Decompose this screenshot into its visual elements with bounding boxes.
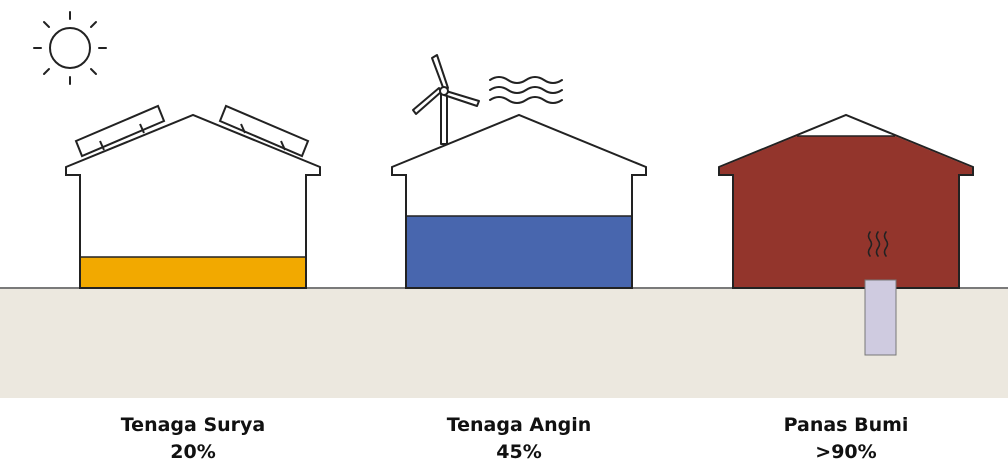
- value-geo: >90%: [815, 441, 877, 463]
- wind-turbine-icon: [412, 54, 480, 145]
- solar-panel-icon: [74, 104, 310, 158]
- label-solar: Tenaga Surya: [120, 414, 266, 436]
- sun-icon: [33, 11, 107, 85]
- house-solar-fill: [81, 257, 305, 287]
- value-wind: 45%: [496, 441, 542, 463]
- house-solar: [65, 113, 321, 289]
- geothermal-pipe: [864, 279, 897, 356]
- wind-lines-icon: [489, 76, 563, 104]
- house-wind-fill: [407, 216, 631, 287]
- heat-waves-icon: [867, 231, 889, 257]
- house-wind: [391, 113, 647, 289]
- caption-geo: Panas Bumi >90%: [716, 412, 976, 466]
- label-geo: Panas Bumi: [783, 414, 909, 436]
- caption-wind: Tenaga Angin 45%: [389, 412, 649, 466]
- house-geo-fill: [720, 136, 972, 287]
- caption-solar: Tenaga Surya 20%: [63, 412, 323, 466]
- label-wind: Tenaga Angin: [446, 414, 592, 436]
- house-geo: [718, 113, 974, 289]
- value-solar: 20%: [170, 441, 216, 463]
- ground: [0, 288, 1008, 398]
